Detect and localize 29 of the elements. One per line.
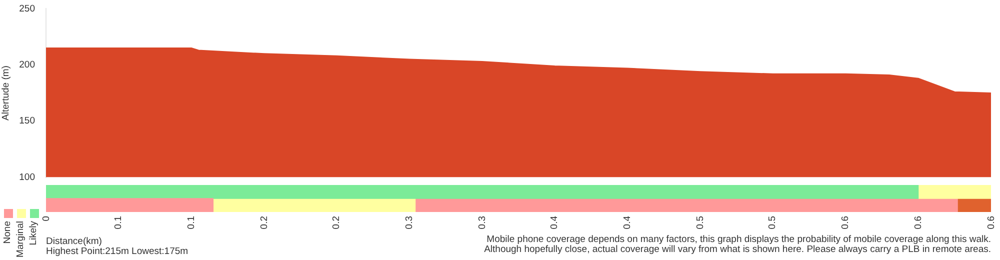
- x-tick-label: 0.1: [113, 216, 124, 230]
- x-tick-label: 0.6: [986, 216, 996, 230]
- x-axis-title: Distance(km): [46, 236, 102, 247]
- x-tick-label: 0.2: [258, 216, 270, 230]
- x-tick-label: 0.2: [331, 216, 342, 230]
- text: Mobile phone coverage depends on many factors, this graph displays the probability of mobile coverage along this walk.: [486, 234, 991, 245]
- y-tick-label: 200: [19, 60, 35, 71]
- y-axis-title: Altertude (m): [0, 66, 12, 120]
- x-tick-label: 0.1: [186, 216, 197, 230]
- x-tick-label: 0.4: [622, 216, 634, 230]
- bar: [46, 185, 919, 199]
- y-tick-label: 100: [19, 172, 35, 183]
- x-tick-label: 0.5: [694, 216, 706, 230]
- text: Although hopefully close, actual coverage will vary from what is shown here. Please always carry a PLB in remote areas.: [484, 244, 991, 255]
- bar: [918, 185, 991, 199]
- text: Highest Point:215m Lowest:175m: [46, 246, 188, 257]
- x-tick-label: 0.3: [476, 216, 488, 230]
- bar: [957, 198, 991, 212]
- x-tick-label: 0.5: [767, 216, 778, 230]
- x-tick-label: 0.4: [549, 216, 560, 230]
- y-tick-label: 150: [19, 116, 35, 127]
- x-tick-label: 0.6: [840, 216, 852, 230]
- x-tick-label: 0.3: [404, 216, 415, 230]
- color-key: None Marginal Likely: [3, 207, 43, 260]
- bar: [212, 198, 416, 212]
- x-tick-label: 0.6: [912, 216, 924, 230]
- y-tick-label: 250: [19, 3, 35, 14]
- x-tick-label: 0: [40, 216, 52, 222]
- bar: [414, 198, 958, 212]
